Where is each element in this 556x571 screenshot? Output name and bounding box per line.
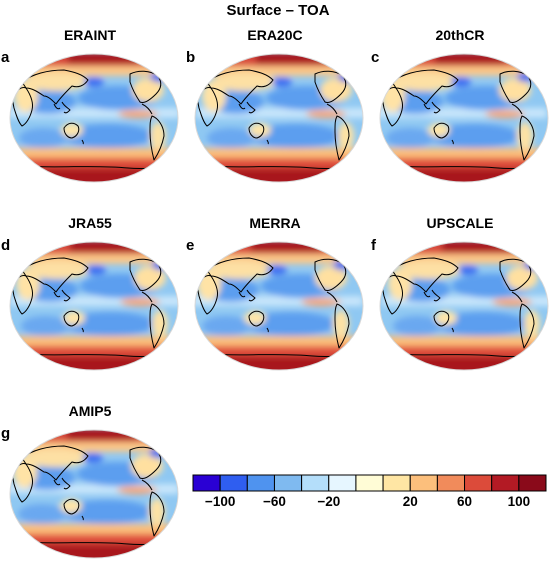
colorbar-swatch (382, 474, 411, 492)
colorbar-swatch (192, 474, 221, 492)
panel-label: f (371, 237, 376, 254)
colorbar-tick-label: 20 (402, 494, 418, 509)
globe-map (194, 53, 364, 183)
colorbar-tick-label: 100 (507, 494, 531, 509)
panel-title: ERA20C (247, 27, 303, 43)
colorbar-swatch (273, 474, 303, 492)
panel-label: e (186, 237, 195, 254)
panel-amip5: AMIP5 g (0, 403, 180, 571)
panel-title: UPSCALE (426, 215, 494, 231)
panel-era20c: ERA20C b (185, 27, 365, 195)
panel-20thcr: 20thCR c (370, 27, 550, 195)
panel-label: a (1, 49, 10, 66)
globe-map (379, 241, 549, 371)
panel-title: 20thCR (435, 27, 485, 43)
colorbar-swatch (219, 474, 248, 492)
panel-label: g (1, 425, 11, 442)
globe-map (194, 241, 364, 371)
colorbar-tick-label: −100 (204, 494, 236, 509)
colorbar-swatch (436, 474, 466, 492)
panel-eraint: ERAINT a (0, 27, 180, 195)
colorbar-swatch (491, 474, 520, 492)
figure-title: Surface – TOA (226, 2, 330, 19)
globe-map (9, 241, 179, 371)
panel-title: AMIP5 (68, 403, 112, 419)
colorbar: −100 −60 −20 20 60 100 (192, 474, 547, 534)
panel-upscale: UPSCALE f (370, 215, 550, 383)
panel-title: MERRA (249, 215, 301, 231)
colorbar-swatch (409, 474, 438, 492)
colorbar-swatch (355, 474, 384, 492)
panel-jra55: JRA55 d (0, 215, 180, 383)
panel-title: JRA55 (68, 215, 112, 231)
panel-label: c (371, 49, 380, 66)
panel-merra: MERRA e (185, 215, 365, 383)
colorbar-tick-label: 60 (457, 494, 473, 509)
panel-label: d (1, 237, 11, 254)
panel-label: b (186, 49, 196, 66)
colorbar-tick-label: −20 (317, 494, 341, 509)
globe-map (9, 429, 179, 559)
colorbar-swatch (301, 474, 330, 492)
colorbar-swatch (246, 474, 275, 492)
panel-title: ERAINT (63, 27, 117, 43)
globe-map (379, 53, 549, 183)
globe-map (9, 53, 179, 183)
colorbar-swatch (328, 474, 357, 492)
colorbar-swatch (518, 474, 547, 492)
colorbar-swatch (464, 474, 493, 492)
colorbar-tick-label: −60 (263, 494, 286, 509)
